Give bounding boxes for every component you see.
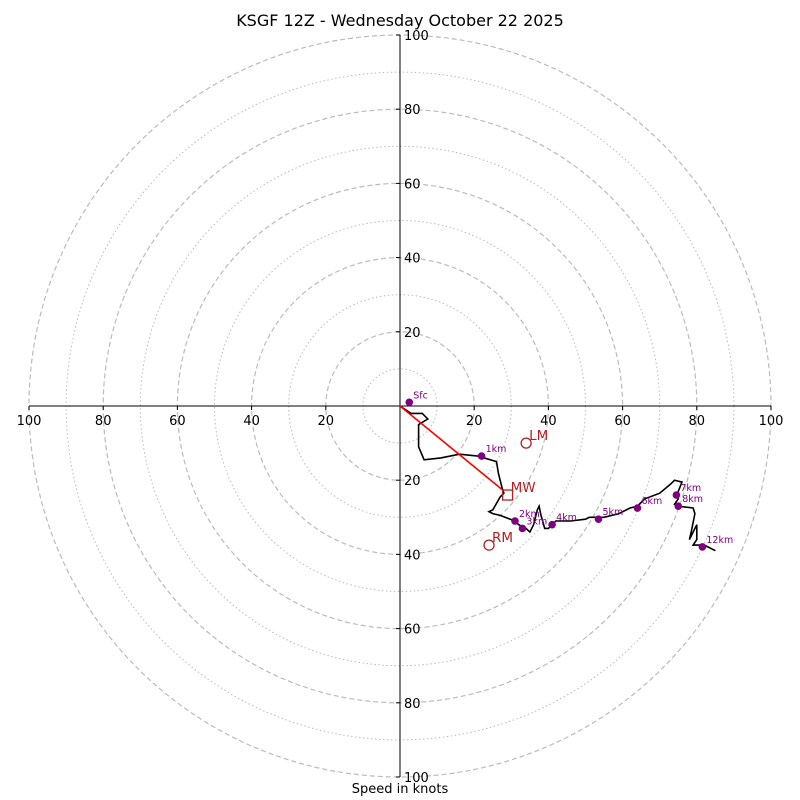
y-tick-label: 100 [404, 771, 429, 786]
height-marker-1km [477, 452, 486, 460]
height-marker-label: 6km [641, 496, 662, 507]
y-tick-label: 80 [404, 103, 421, 118]
x-tick-label: 40 [243, 414, 260, 429]
motion-marker-lm [520, 437, 532, 449]
x-tick-label: 60 [169, 414, 186, 429]
y-tick-label: 60 [404, 623, 421, 638]
height-marker-6km [633, 504, 642, 512]
hodograph-trace [399, 405, 716, 552]
x-tick-label: 20 [466, 414, 483, 429]
x-tick-label: 100 [17, 414, 42, 429]
bulk-shear-line [399, 405, 503, 491]
height-marker-7km [672, 491, 681, 499]
y-tick-label: 60 [404, 177, 421, 192]
height-marker-sfc [405, 398, 414, 407]
motion-label-mw: MW [511, 480, 536, 496]
height-marker-label: 7km [680, 483, 701, 494]
x-tick-label: 80 [95, 414, 112, 429]
y-tick-label: 20 [404, 474, 421, 489]
height-marker-label: Sfc [413, 390, 428, 401]
y-tick-label: 20 [404, 326, 421, 341]
x-tick-label: 100 [759, 414, 784, 429]
height-marker-label: 4km [556, 513, 577, 524]
motion-label-lm: LM [529, 428, 548, 444]
chart-title: KSGF 12Z - Wednesday October 22 2025 [236, 11, 564, 30]
height-marker-label: 2km [519, 509, 540, 520]
motion-label-rm: RM [492, 530, 513, 546]
motion-marker-rm [483, 539, 495, 551]
y-tick-label: 100 [404, 29, 429, 44]
motion-marker-mw [501, 489, 514, 501]
height-marker-label: 5km [602, 507, 623, 518]
height-marker-label: 1km [486, 444, 507, 455]
x-tick-label: 60 [614, 414, 631, 429]
height-marker-8km [674, 502, 683, 510]
height-marker-3km [518, 524, 527, 533]
height-marker-4km [548, 520, 556, 529]
x-tick-label: 40 [540, 414, 557, 429]
x-tick-label: 20 [318, 414, 335, 429]
height-marker-label: 3km [526, 516, 547, 527]
height-marker-label: 8km [682, 494, 703, 505]
x-tick-label: 80 [689, 414, 706, 429]
height-marker-2km [511, 517, 519, 525]
height-marker-12km [698, 543, 707, 551]
x-axis-label: Speed in knots [351, 782, 449, 797]
height-marker-label: 12km [706, 535, 733, 546]
height-marker-5km [594, 515, 603, 523]
y-tick-label: 40 [404, 252, 421, 267]
y-tick-label: 80 [404, 697, 421, 712]
y-tick-label: 40 [404, 548, 421, 563]
